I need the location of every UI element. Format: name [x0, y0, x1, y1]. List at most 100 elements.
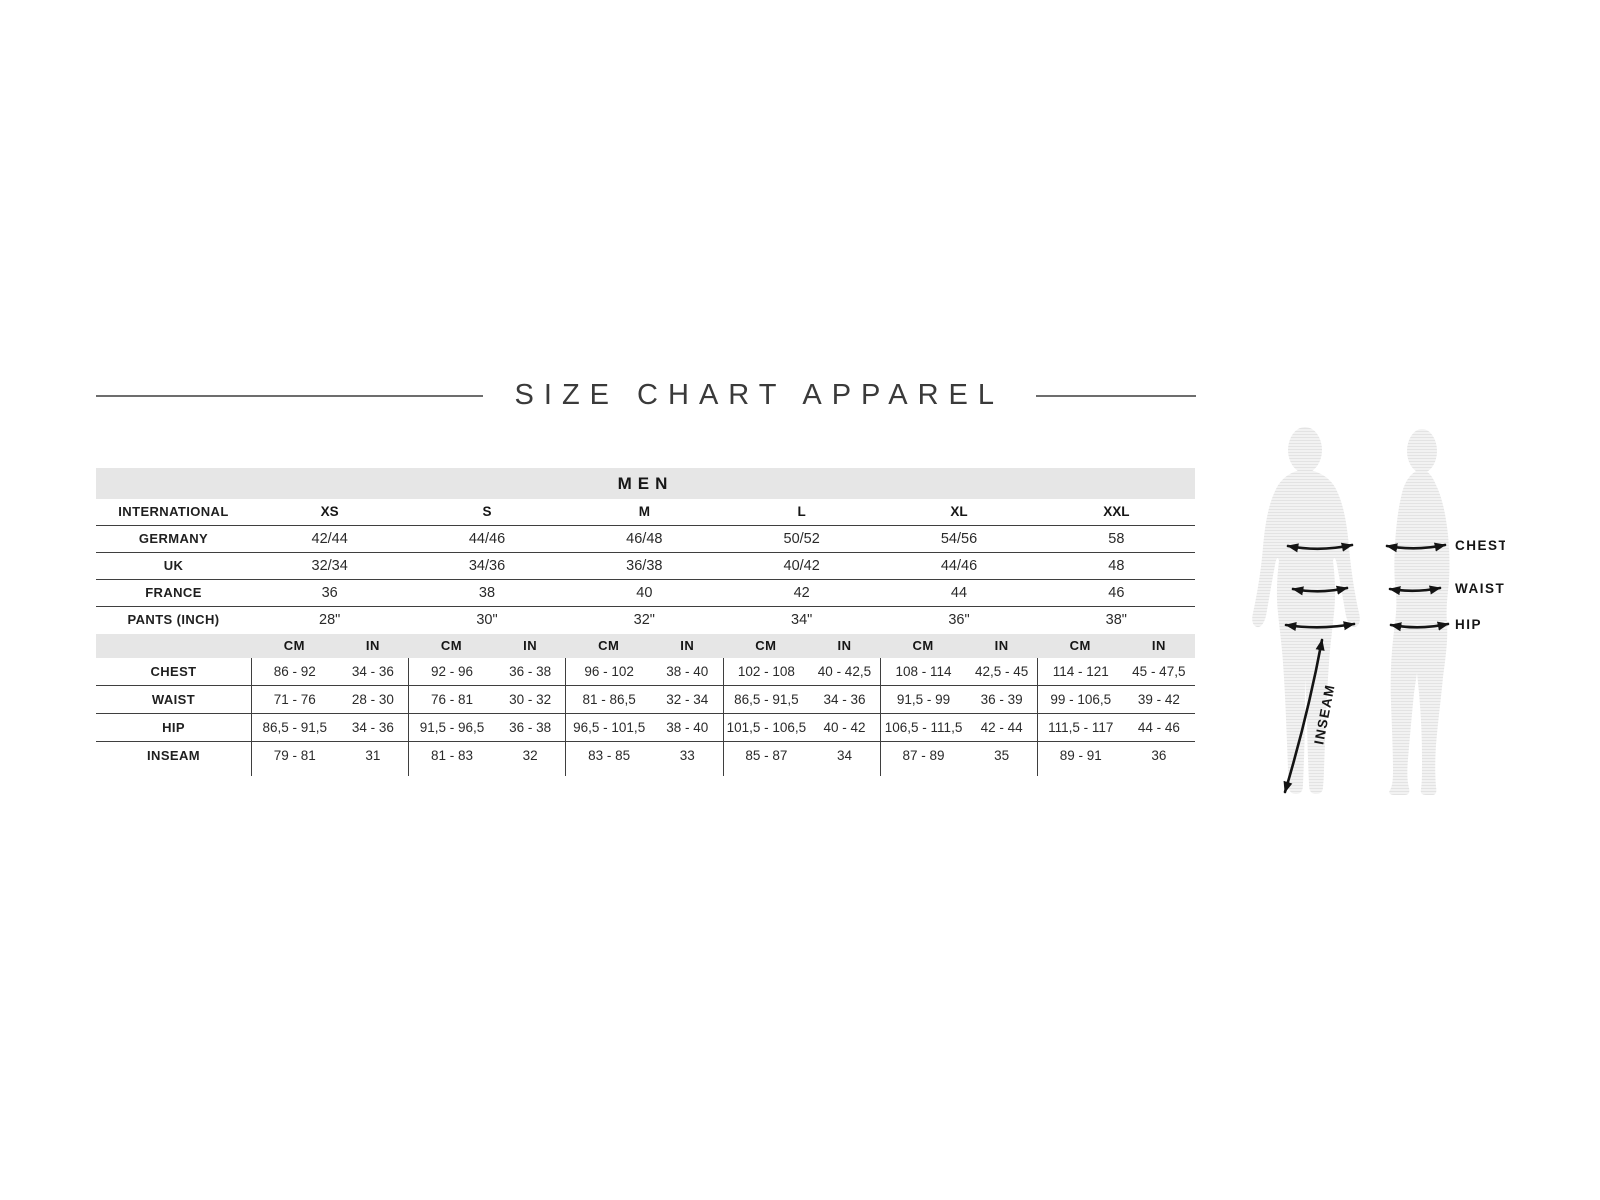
- measure-cell-in: 36 - 38: [509, 664, 552, 679]
- measure-cell-in: 36 - 39: [980, 692, 1023, 707]
- measure-cell-in: 40 - 42,5: [817, 664, 872, 679]
- table-row-france: FRANCE 36 38 40 42 44 46: [96, 580, 1195, 607]
- measure-cell-cm: 79 - 81: [251, 742, 338, 770]
- size-cell: 34/36: [468, 558, 506, 574]
- measure-cell-in: 34 - 36: [823, 692, 866, 707]
- row-label: FRANCE: [145, 585, 202, 600]
- measure-cell-cm: 89 - 91: [1036, 742, 1124, 770]
- size-cell: XL: [950, 504, 968, 519]
- measure-cell-in: 42,5 - 45: [974, 664, 1029, 679]
- divider-tick: [565, 770, 652, 776]
- chest-label: CHEST: [1455, 538, 1505, 553]
- measurement-diagram: CHEST WAIST HIP INSEAM: [1252, 427, 1505, 795]
- spacer: [495, 770, 566, 776]
- unit-header-band: CM IN CM IN CM IN CM IN CM IN CM IN: [96, 634, 1195, 658]
- side-figure-silhouette: [1389, 429, 1450, 795]
- table-row-hip: HIP 86,5 - 91,5 34 - 36 91,5 - 96,5 36 -…: [96, 714, 1195, 742]
- measure-cell-in: 36 - 38: [509, 720, 552, 735]
- section-header-men: MEN: [96, 468, 1195, 499]
- size-cell: 40/42: [783, 558, 820, 574]
- page-title: SIZE CHART APPAREL: [514, 379, 1004, 411]
- spacer: [652, 770, 723, 776]
- size-cell: 42/44: [311, 531, 348, 547]
- measure-cell-cm: 81 - 83: [408, 742, 495, 770]
- unit-header-in: IN: [365, 638, 380, 653]
- row-label: INTERNATIONAL: [118, 504, 229, 519]
- divider-tick: [879, 770, 967, 776]
- size-cell: 54/56: [940, 531, 978, 547]
- measure-cell-in: 31: [365, 748, 381, 763]
- spacer: [338, 770, 409, 776]
- row-label: UK: [163, 558, 184, 573]
- table-row-germany: GERMANY 42/44 44/46 46/48 50/52 54/56 58: [96, 526, 1195, 553]
- hip-label: HIP: [1455, 617, 1482, 632]
- measure-cell-in: 35: [994, 748, 1010, 763]
- size-cell: XXL: [1103, 504, 1130, 519]
- measure-cell-in: 38 - 40: [666, 720, 709, 735]
- size-cell: 46: [1108, 585, 1125, 601]
- size-cell: 46/48: [626, 531, 663, 547]
- measure-cell-cm: 86,5 - 91,5: [722, 686, 810, 713]
- measure-cell-cm: 87 - 89: [879, 742, 967, 770]
- size-cell: 30": [476, 612, 498, 628]
- divider-tick: [251, 770, 338, 776]
- measure-cell-cm: 114 - 121: [1036, 658, 1124, 685]
- measure-cell-cm: 108 - 114: [879, 658, 967, 685]
- measure-cell-cm: 91,5 - 96,5: [408, 714, 495, 741]
- size-cell: XS: [320, 504, 339, 519]
- unit-header-spacer: [96, 634, 251, 658]
- measure-cell-in: 33: [679, 748, 695, 763]
- measure-cell-in: 36: [1151, 748, 1167, 763]
- size-cell: 34": [791, 612, 813, 628]
- measure-cell-cm: 76 - 81: [408, 686, 495, 713]
- size-chart-table: MEN INTERNATIONAL XS S M L XL XXL GERMAN…: [96, 468, 1195, 776]
- measure-cell-cm: 102 - 108: [722, 658, 810, 685]
- inseam-arrow: [1283, 638, 1325, 794]
- measure-cell-in: 32 - 34: [666, 692, 709, 707]
- table-row-chest: CHEST 86 - 92 34 - 36 92 - 96 36 - 38 96…: [96, 658, 1195, 686]
- measure-cell-cm: 96 - 102: [565, 658, 652, 685]
- chest-arrow-side: [1385, 542, 1447, 553]
- divider-tick: [408, 770, 495, 776]
- measure-cell-in: 34: [836, 748, 852, 763]
- waist-arrow-side: [1388, 585, 1442, 596]
- unit-header-cm: CM: [1069, 638, 1091, 653]
- size-cell: 28": [319, 612, 341, 628]
- hip-arrow-front: [1284, 621, 1356, 632]
- table-row-international: INTERNATIONAL XS S M L XL XXL: [96, 499, 1195, 526]
- spacer: [809, 770, 880, 776]
- row-label: INSEAM: [147, 748, 200, 763]
- unit-header-in: IN: [680, 638, 695, 653]
- measure-cell-cm: 86 - 92: [251, 658, 338, 685]
- measure-cell-cm: 111,5 - 117: [1036, 714, 1124, 741]
- measure-cell-in: 34 - 36: [351, 720, 394, 735]
- waist-arrow-front: [1291, 585, 1349, 596]
- size-cell: 38: [478, 585, 496, 601]
- unit-header-in: IN: [994, 638, 1009, 653]
- measure-cell-in: 38 - 40: [666, 664, 709, 679]
- size-cell: 44/46: [940, 558, 978, 574]
- measure-cell-cm: 99 - 106,5: [1036, 686, 1124, 713]
- table-row-waist: WAIST 71 - 76 28 - 30 76 - 81 30 - 32 81…: [96, 686, 1195, 714]
- size-cell: 48: [1108, 558, 1125, 574]
- title-rule-right: [1036, 394, 1196, 397]
- unit-header-cm: CM: [598, 638, 620, 653]
- measure-cell-in: 45 - 47,5: [1132, 664, 1186, 679]
- measure-cell-in: 40 - 42: [823, 720, 866, 735]
- measure-cell-cm: 101,5 - 106,5: [722, 714, 810, 741]
- size-cell: 32/34: [311, 558, 348, 574]
- size-cell: 44/46: [468, 531, 506, 547]
- size-cell: S: [482, 504, 492, 519]
- waist-label: WAIST: [1455, 581, 1505, 596]
- measure-cell-in: 32: [522, 748, 538, 763]
- unit-header-in: IN: [837, 638, 852, 653]
- row-label: HIP: [162, 720, 185, 735]
- title-rule-left: [96, 394, 483, 397]
- table-row-inseam: INSEAM 79 - 81 31 81 - 83 32 83 - 85 33 …: [96, 742, 1195, 770]
- measure-cell-in: 39 - 42: [1137, 692, 1180, 707]
- unit-header-in: IN: [523, 638, 538, 653]
- measure-cell-in: 42 - 44: [980, 720, 1023, 735]
- hip-arrow-side: [1389, 621, 1450, 632]
- size-cell: 32": [633, 612, 655, 628]
- measure-cell-cm: 81 - 86,5: [565, 686, 652, 713]
